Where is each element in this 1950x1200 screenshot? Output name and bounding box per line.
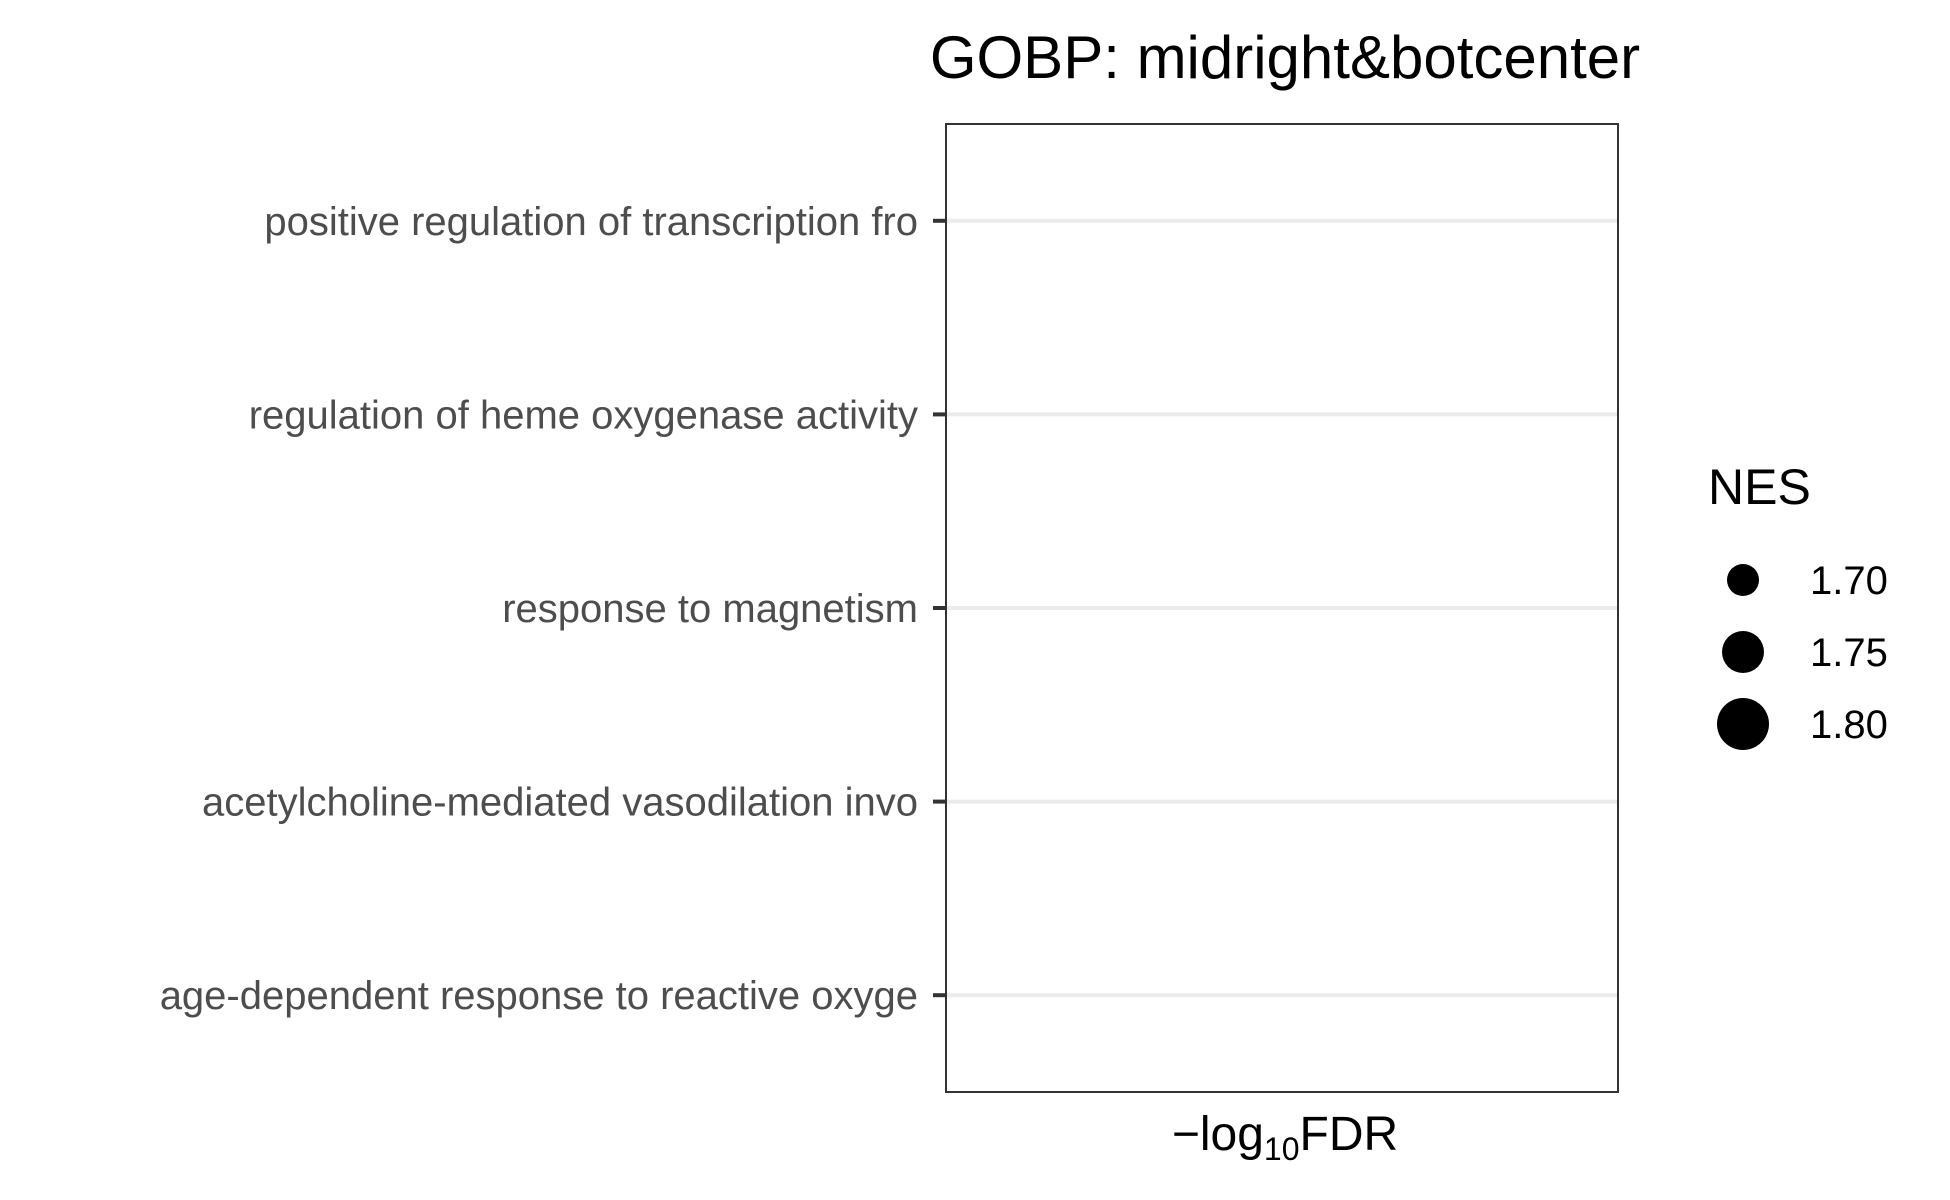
legend-key-circle xyxy=(1717,698,1769,750)
legend-key-label: 1.80 xyxy=(1810,703,1888,747)
y-axis-category-label: positive regulation of transcription fro xyxy=(264,200,918,244)
x-axis-title-subscript: 10 xyxy=(1264,1131,1300,1167)
y-axis-category-label: regulation of heme oxygenase activity xyxy=(249,393,918,437)
x-axis-title-minus: − xyxy=(1172,1108,1200,1161)
y-axis-category-label: response to magnetism xyxy=(502,587,918,631)
legend-key-label: 1.75 xyxy=(1810,631,1888,675)
y-axis-ticks xyxy=(933,218,946,998)
chart-title: GOBP: midright&botcenter xyxy=(930,24,1640,91)
legend-title: NES xyxy=(1708,459,1811,515)
legend-key-label: 1.70 xyxy=(1810,559,1888,603)
gridlines xyxy=(946,218,1618,998)
y-axis-category-label: acetylcholine-mediated vasodilation invo xyxy=(202,781,918,825)
x-axis-title-quantity: FDR xyxy=(1300,1108,1399,1161)
x-axis-title-log: log xyxy=(1200,1108,1264,1161)
y-axis-labels: positive regulation of transcription fro… xyxy=(160,200,918,1018)
size-legend: NES 1.70 1.75 1.80 xyxy=(1708,459,1888,750)
legend-entries: 1.70 1.75 1.80 xyxy=(1717,559,1888,750)
legend-key-circle xyxy=(1727,564,1759,596)
legend-key-circle xyxy=(1722,631,1764,673)
y-axis-category-label: age-dependent response to reactive oxyge xyxy=(160,974,918,1018)
x-axis-title: −log10FDR xyxy=(1172,1108,1398,1167)
